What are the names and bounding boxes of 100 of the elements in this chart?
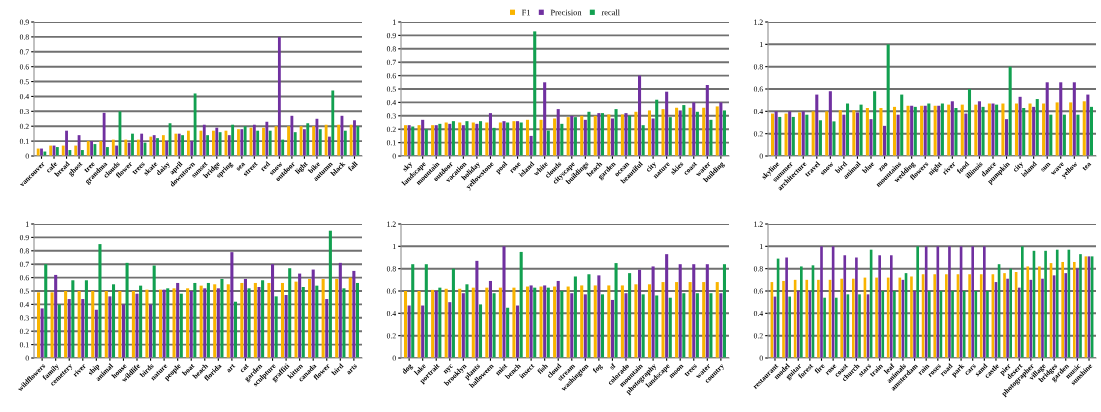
bar (981, 106, 985, 156)
bar (927, 291, 931, 358)
legend-label: F1 (521, 9, 530, 16)
bar (492, 293, 496, 358)
bar (1072, 261, 1076, 358)
bar (206, 282, 210, 358)
bar (265, 121, 269, 156)
bar (634, 111, 638, 156)
bar (417, 125, 421, 156)
bar (1032, 106, 1036, 156)
bar (936, 246, 940, 358)
bar (465, 284, 469, 358)
bar (1042, 103, 1046, 156)
bar (820, 246, 823, 358)
bar (1026, 266, 1030, 358)
bar (181, 135, 184, 156)
bar (651, 118, 655, 156)
bar (1018, 96, 1022, 156)
bar (525, 286, 530, 358)
bar (933, 105, 937, 156)
bar (335, 278, 339, 358)
bar (1079, 254, 1082, 358)
bar (247, 288, 251, 358)
bar (485, 287, 489, 358)
bar (702, 107, 706, 156)
bar (620, 285, 624, 358)
bar (74, 145, 78, 156)
bar (597, 113, 601, 156)
bar (227, 135, 231, 156)
bar (560, 291, 564, 358)
bar (502, 246, 506, 358)
bar (638, 75, 642, 156)
bar (65, 130, 68, 156)
bar (444, 288, 448, 358)
bar (261, 280, 265, 358)
bar (267, 282, 271, 358)
bar (166, 288, 170, 358)
bar (967, 89, 972, 156)
bar (158, 289, 163, 358)
bar (321, 278, 325, 358)
bar (715, 282, 719, 358)
bar (610, 118, 614, 156)
bar (1086, 94, 1090, 156)
bar (1076, 114, 1080, 156)
bar (131, 133, 134, 156)
bar (172, 288, 176, 358)
bar (906, 105, 910, 156)
bar (1006, 278, 1009, 358)
bar (583, 119, 587, 156)
bar (634, 284, 638, 358)
bar (843, 255, 847, 358)
bar (471, 287, 475, 358)
bar (50, 292, 54, 358)
bar (556, 280, 560, 358)
bar (36, 292, 41, 358)
bar (324, 124, 328, 156)
bar (655, 99, 659, 156)
bar (785, 257, 788, 358)
bar (1003, 273, 1006, 358)
bar (682, 293, 686, 358)
bar (533, 31, 537, 156)
bar (288, 268, 292, 358)
bar (306, 123, 310, 156)
bar (770, 113, 775, 156)
bar (828, 91, 832, 156)
bar (651, 266, 655, 358)
bar (842, 114, 846, 156)
bar (1082, 101, 1086, 156)
bar (661, 282, 665, 358)
bar (983, 246, 986, 358)
bar (308, 278, 312, 358)
bar (1089, 106, 1094, 156)
bar (614, 109, 618, 156)
bar (805, 114, 809, 156)
bar (855, 257, 858, 358)
bar (960, 104, 964, 156)
bar (788, 296, 792, 358)
bar (54, 274, 58, 358)
bar (131, 291, 135, 358)
bar (886, 44, 890, 156)
bar (1035, 99, 1039, 156)
bar (140, 133, 144, 156)
legend-label: Precision (550, 9, 582, 16)
bar (257, 286, 261, 358)
bar (1021, 246, 1024, 358)
bar (817, 279, 820, 358)
bar (108, 296, 112, 358)
bar (161, 135, 165, 156)
bar (641, 294, 645, 358)
bar (262, 127, 265, 156)
bar (502, 121, 506, 156)
bar (86, 141, 90, 156)
bar (355, 282, 360, 358)
bar (193, 282, 197, 358)
bar (624, 293, 628, 358)
bar (136, 139, 140, 156)
bar (539, 286, 543, 358)
bar (560, 123, 564, 156)
bar (102, 112, 106, 156)
bar (986, 291, 989, 358)
